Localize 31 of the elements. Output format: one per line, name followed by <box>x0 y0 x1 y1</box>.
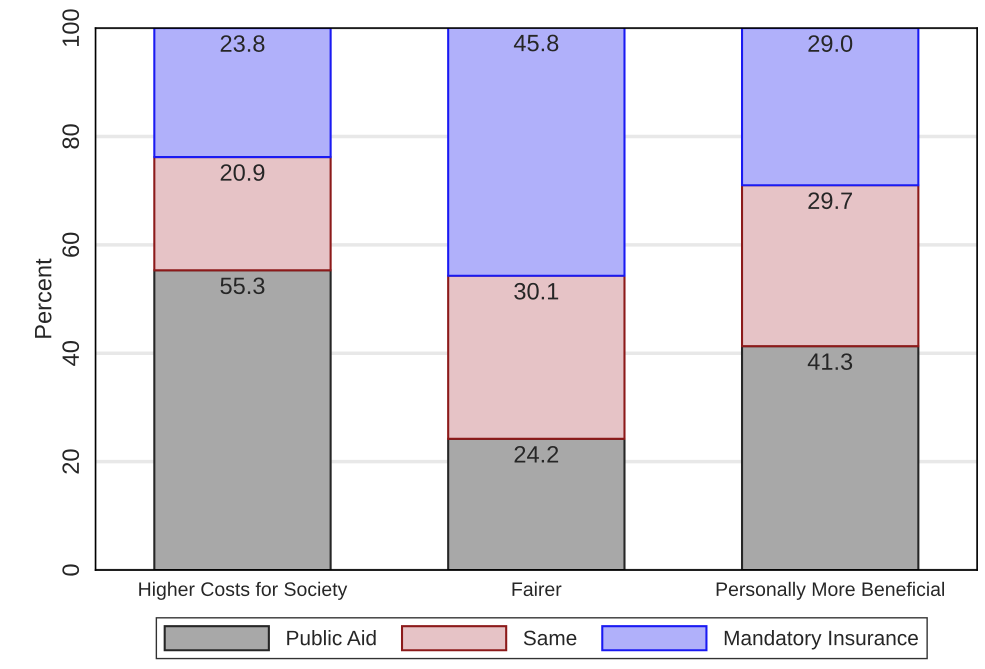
y-tick-label: 100 <box>62 9 80 46</box>
y-axis-title: Percent <box>35 258 52 338</box>
bar <box>153 28 332 158</box>
legend-label: Same <box>524 630 576 646</box>
x-tick-label: Fairer <box>512 582 562 596</box>
legend-label: Public Aid <box>287 630 376 646</box>
y-tick-label: 0 <box>62 564 80 576</box>
data-label: 20.9 <box>220 164 264 181</box>
bar <box>740 28 920 186</box>
data-label: 41.3 <box>808 353 852 370</box>
legend-label: Mandatory Insurance <box>724 630 918 650</box>
bar <box>740 345 920 570</box>
data-label: 24.2 <box>514 446 558 462</box>
bar <box>447 28 626 277</box>
bar <box>447 274 626 440</box>
data-label: 29.0 <box>808 35 852 52</box>
bar <box>153 269 332 570</box>
data-label: 29.7 <box>808 192 852 210</box>
x-tick-label: Personally More Beneficial <box>716 582 944 600</box>
y-tick-label: 80 <box>62 124 80 149</box>
data-label: 30.1 <box>514 282 558 300</box>
data-label: 55.3 <box>220 277 264 294</box>
data-label: 23.8 <box>220 35 264 52</box>
bar <box>447 438 626 570</box>
y-tick-label: 20 <box>62 449 80 474</box>
bar <box>740 184 920 348</box>
y-tick-label: 40 <box>62 341 80 366</box>
x-tick-label: Higher Costs for Society <box>139 582 348 600</box>
bar <box>153 156 332 272</box>
data-label: 45.8 <box>514 34 558 52</box>
y-tick-label: 60 <box>62 232 80 257</box>
